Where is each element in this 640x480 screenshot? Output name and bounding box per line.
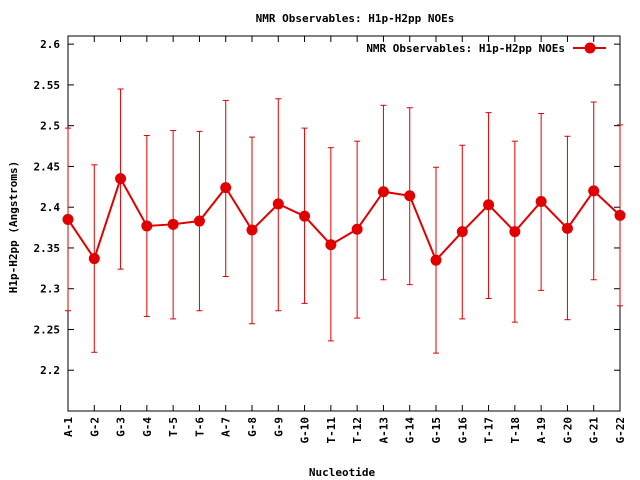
x-tick-label: T-17	[483, 417, 496, 444]
x-tick-label: G-15	[430, 417, 443, 444]
x-tick-label: G-22	[614, 417, 627, 444]
x-tick-label: G-8	[246, 417, 259, 437]
y-tick-label: 2.35	[34, 242, 61, 255]
x-tick-label: G-2	[88, 417, 101, 437]
data-point	[325, 239, 337, 251]
chart-title: NMR Observables: H1p-H2pp NOEs	[256, 12, 455, 25]
y-tick-label: 2.3	[40, 283, 60, 296]
x-tick-label: T-11	[325, 417, 338, 444]
x-tick-label: A-7	[220, 417, 233, 437]
x-tick-label: G-16	[456, 417, 469, 444]
data-point	[115, 173, 127, 185]
data-point	[483, 199, 495, 211]
data-point	[588, 185, 600, 197]
data-point	[88, 253, 100, 265]
legend-label: NMR Observables: H1p-H2pp NOEs	[366, 42, 565, 55]
data-point	[351, 223, 363, 235]
x-axis-label: Nucleotide	[309, 466, 376, 479]
x-tick-label: G-14	[404, 417, 417, 444]
data-point	[509, 226, 521, 238]
y-tick-label: 2.6	[40, 38, 60, 51]
x-tick-label: G-9	[272, 417, 285, 437]
x-tick-label: T-12	[351, 417, 364, 444]
data-point	[614, 209, 626, 221]
y-axis-label: H1p-H2pp (Angstroms)	[7, 161, 20, 293]
y-tick-label: 2.45	[34, 160, 61, 173]
y-tick-label: 2.4	[40, 201, 60, 214]
data-point	[561, 222, 573, 234]
x-tick-label: G-21	[588, 417, 601, 444]
y-tick-label: 2.2	[40, 364, 60, 377]
data-point	[535, 195, 547, 207]
data-point	[430, 254, 442, 266]
data-point	[193, 215, 205, 227]
y-tick-label: 2.25	[34, 323, 61, 336]
x-tick-label: A-19	[535, 417, 548, 444]
data-point	[220, 182, 232, 194]
data-point	[456, 226, 468, 238]
plot-area: 2.2 2.25 2.3 2.35 2.4 2.45 2.5 2.55 2.6 A-1 G-2 G-3…	[34, 35, 627, 444]
data-point	[299, 210, 311, 222]
x-tick-label: G-20	[561, 417, 574, 444]
x-tick-label: T-18	[509, 417, 522, 444]
data-point	[246, 224, 258, 236]
data-point	[167, 218, 179, 230]
x-tick-label: T-5	[167, 417, 180, 437]
series-line	[67, 176, 621, 263]
x-tick-label: A-13	[377, 417, 390, 444]
x-tick-label: G-4	[141, 417, 154, 437]
data-point	[404, 190, 416, 202]
legend-marker	[584, 42, 596, 54]
data-point	[272, 198, 284, 210]
legend: NMR Observables: H1p-H2pp NOEs	[366, 42, 606, 55]
data-point	[62, 213, 74, 225]
y-tick-label: 2.55	[34, 79, 61, 92]
x-tick-label: G-3	[115, 417, 128, 437]
x-tick-label: A-1	[62, 417, 75, 437]
y-tick-label: 2.5	[40, 120, 60, 133]
x-tick-label: G-10	[299, 417, 312, 444]
data-point	[141, 220, 153, 232]
x-tick-label: T-6	[193, 417, 206, 437]
data-point	[377, 186, 389, 198]
